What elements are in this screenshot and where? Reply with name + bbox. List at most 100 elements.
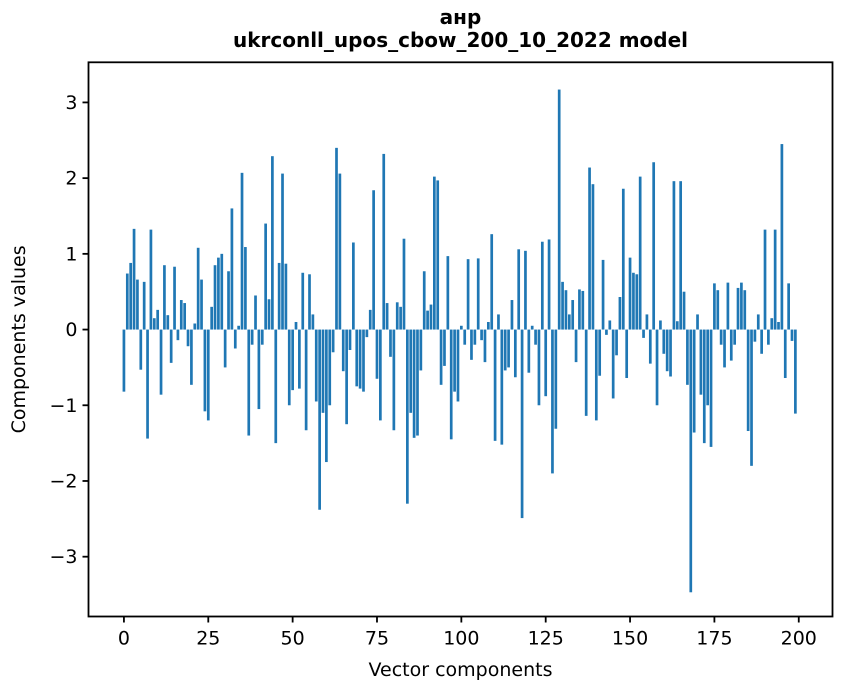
bar xyxy=(675,321,679,330)
bar xyxy=(621,188,625,330)
bar xyxy=(284,263,288,330)
bar xyxy=(743,290,747,330)
bar xyxy=(247,329,251,436)
y-tick-label: 0 xyxy=(65,319,77,341)
bar xyxy=(497,314,500,330)
bar xyxy=(473,329,477,345)
bar xyxy=(483,329,487,363)
bar xyxy=(719,329,723,345)
bar xyxy=(780,144,784,330)
bar xyxy=(699,329,703,395)
bar xyxy=(547,239,551,330)
bar xyxy=(267,299,271,330)
bar xyxy=(375,329,379,379)
bar xyxy=(433,176,436,330)
bar xyxy=(773,229,777,330)
bar xyxy=(642,329,645,338)
bar xyxy=(260,329,264,345)
bar xyxy=(244,247,247,330)
bar xyxy=(318,329,321,510)
bar xyxy=(476,258,480,330)
bar xyxy=(166,315,170,330)
bar xyxy=(507,329,510,368)
bar xyxy=(294,321,298,330)
bar xyxy=(659,320,662,330)
bar xyxy=(372,190,375,330)
bar xyxy=(787,283,790,330)
bar xyxy=(571,300,575,330)
bar xyxy=(409,329,413,413)
bar xyxy=(503,329,507,371)
bar xyxy=(274,329,278,444)
bar xyxy=(176,329,180,341)
bar xyxy=(632,272,635,330)
bar xyxy=(402,238,406,330)
bar xyxy=(746,329,750,432)
bar xyxy=(142,281,146,330)
bar xyxy=(702,329,706,444)
bar xyxy=(129,262,133,330)
bar xyxy=(513,329,517,378)
bar xyxy=(517,249,521,330)
bar xyxy=(352,242,355,330)
bar xyxy=(200,279,203,330)
bar xyxy=(341,329,345,372)
x-tick-label: 0 xyxy=(118,628,130,650)
bar xyxy=(439,329,443,385)
bar xyxy=(152,318,156,330)
bar xyxy=(608,320,612,330)
bar xyxy=(213,265,217,330)
bar xyxy=(713,283,716,330)
bar xyxy=(682,291,686,330)
bar xyxy=(233,329,237,349)
bar xyxy=(412,329,416,438)
bar xyxy=(230,208,234,330)
bar xyxy=(254,295,257,330)
bar xyxy=(672,181,676,330)
bar xyxy=(301,272,305,330)
bar xyxy=(598,329,602,376)
bar xyxy=(163,265,166,330)
bar xyxy=(281,173,284,330)
bar xyxy=(392,329,396,431)
bar xyxy=(756,314,760,330)
bar xyxy=(220,253,224,330)
bar xyxy=(382,153,386,330)
bar xyxy=(635,274,639,330)
bar xyxy=(304,329,308,431)
x-tick-label: 75 xyxy=(365,628,389,650)
bar xyxy=(416,329,419,436)
bar xyxy=(790,329,794,341)
bar xyxy=(645,314,649,330)
bar xyxy=(777,321,780,330)
bar xyxy=(436,180,440,330)
bar xyxy=(456,329,460,402)
bar xyxy=(588,167,591,330)
bar xyxy=(362,329,365,392)
bar xyxy=(459,325,463,330)
chart-title-word: анр xyxy=(440,5,482,29)
bar xyxy=(443,329,446,366)
bar xyxy=(692,329,696,433)
bar xyxy=(287,329,291,406)
bar xyxy=(524,250,527,330)
x-tick-label: 50 xyxy=(281,628,305,650)
bar xyxy=(486,321,490,330)
bar xyxy=(146,329,149,439)
bar xyxy=(223,329,227,368)
bar xyxy=(520,329,524,519)
bar xyxy=(446,256,450,330)
bar xyxy=(753,329,757,342)
bar xyxy=(591,184,595,330)
bar xyxy=(618,297,622,330)
bar xyxy=(277,262,281,330)
bar xyxy=(183,303,187,330)
bar xyxy=(726,282,730,330)
bar xyxy=(122,329,126,392)
y-axis-label: Components values xyxy=(8,245,30,433)
bar xyxy=(537,329,541,406)
bar xyxy=(736,287,740,330)
bar xyxy=(605,329,608,335)
